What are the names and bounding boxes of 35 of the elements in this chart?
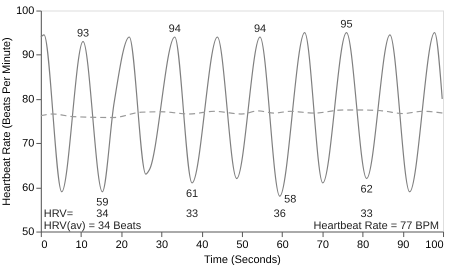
annotation: 33 <box>186 208 198 220</box>
y-axis-title: Heartbeat Rate (Beats Per Minute) <box>1 37 14 206</box>
annotation: 62 <box>360 183 373 196</box>
annotation: Heartbeat Rate = 77 BPM <box>314 220 440 232</box>
y-tick-label: 50 <box>22 226 34 238</box>
x-tick-label: 50 <box>236 238 249 251</box>
y-tick-label: 60 <box>22 182 34 194</box>
annotation: 58 <box>284 193 296 206</box>
x-tick-label: 30 <box>156 238 168 251</box>
x-tick-label: 20 <box>116 238 128 251</box>
y-tick-label: 90 <box>22 49 34 62</box>
annotation: 61 <box>186 188 198 200</box>
x-tick-label: 100 <box>425 238 444 251</box>
x-tick-label: 10 <box>75 238 88 251</box>
annotation: 94 <box>168 23 181 36</box>
annotation: 94 <box>254 23 266 36</box>
annotation: 36 <box>274 208 286 220</box>
annotation: HRV(av) = 34 Beats <box>44 220 142 232</box>
annotation: HRV= <box>44 208 74 220</box>
x-tick-label: 70 <box>316 238 329 251</box>
x-tick-label: 90 <box>397 238 410 251</box>
y-tick-label: 100 <box>16 5 34 18</box>
annotation: 93 <box>76 28 90 40</box>
x-tick-label: 0 <box>41 238 48 251</box>
annotation: 59 <box>96 196 108 209</box>
x-tick-label: 40 <box>196 238 208 251</box>
y-tick-label: 80 <box>22 93 34 106</box>
annotation: 95 <box>340 18 353 31</box>
annotation: 33 <box>360 208 373 220</box>
x-tick-label: 60 <box>276 238 289 251</box>
line-series <box>40 109 444 118</box>
x-axis-title: Time (Seconds) <box>204 254 281 266</box>
y-tick-label: 70 <box>22 138 34 150</box>
x-tick-label: 80 <box>357 238 370 251</box>
annotation: 34 <box>96 208 108 220</box>
